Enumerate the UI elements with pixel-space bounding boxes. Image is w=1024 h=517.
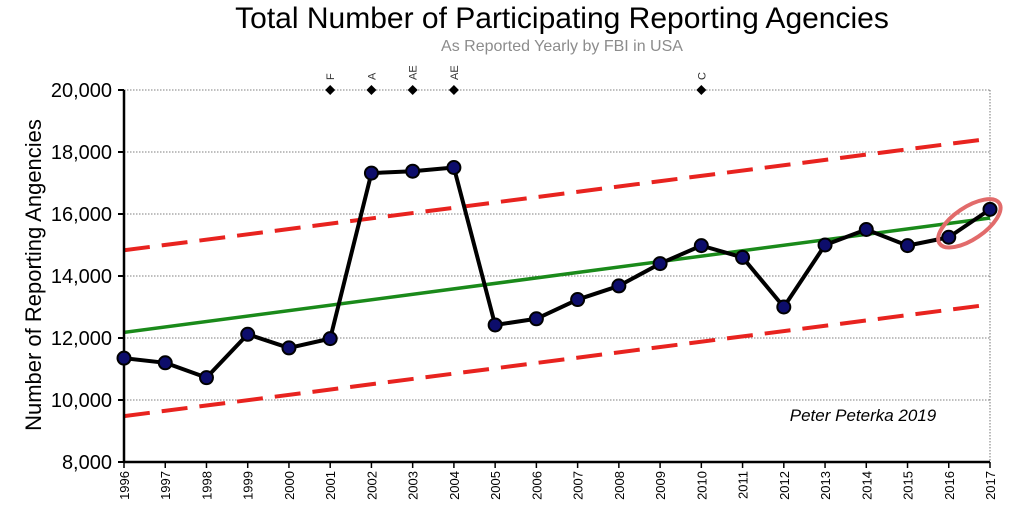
x-tick-label: 2007 bbox=[571, 471, 586, 500]
highlight-ellipse-group bbox=[936, 197, 1003, 250]
x-tick-label: 2014 bbox=[859, 471, 874, 500]
event-marker-label: A bbox=[366, 72, 378, 80]
y-tick-label: 18,000 bbox=[51, 142, 112, 164]
event-diamond-marker bbox=[366, 85, 377, 95]
x-tick-label: 2000 bbox=[282, 471, 297, 500]
data-point bbox=[363, 165, 379, 181]
axes bbox=[118, 89, 991, 468]
top-event-markers: F A AE AE C bbox=[325, 65, 708, 95]
data-point bbox=[405, 163, 421, 179]
data-point bbox=[693, 238, 709, 254]
data-point bbox=[941, 229, 957, 245]
event-diamond-marker bbox=[325, 85, 336, 95]
x-tick-label: 1996 bbox=[117, 471, 132, 500]
x-tick-label: 2008 bbox=[612, 471, 627, 500]
data-series bbox=[116, 160, 998, 386]
chart-subtitle: As Reported Yearly by FBI in USA bbox=[441, 38, 683, 55]
x-tick-label: 2009 bbox=[653, 471, 668, 500]
data-point bbox=[528, 311, 544, 327]
x-tick-label: 1999 bbox=[241, 471, 256, 500]
y-tick-labels: 8,000 10,000 12,000 14,000 16,000 18,000 20,00… bbox=[51, 80, 112, 474]
lower-bound-line bbox=[123, 302, 991, 419]
data-point bbox=[157, 355, 173, 371]
event-diamond-marker bbox=[448, 85, 459, 95]
data-point bbox=[322, 331, 338, 347]
y-tick-label: 10,000 bbox=[51, 390, 112, 412]
data-point bbox=[487, 317, 503, 333]
x-tick-label: 1997 bbox=[158, 471, 173, 500]
chart-title: Total Number of Participating Reporting … bbox=[235, 2, 889, 35]
x-tick-label: 2003 bbox=[406, 471, 421, 500]
x-tick-label: 2006 bbox=[529, 471, 544, 500]
data-point bbox=[900, 238, 916, 254]
x-tick-label: 2001 bbox=[323, 471, 338, 500]
event-diamond-marker bbox=[696, 85, 707, 95]
data-point bbox=[611, 278, 627, 294]
data-point bbox=[570, 292, 586, 308]
data-point bbox=[982, 201, 998, 217]
upper-bound-line bbox=[123, 136, 991, 253]
data-point bbox=[116, 350, 132, 366]
trend-bands bbox=[123, 136, 991, 419]
x-tick-label: 2002 bbox=[364, 471, 379, 500]
y-tick-label: 14,000 bbox=[51, 266, 112, 288]
data-point bbox=[281, 340, 297, 356]
author-annotation: Peter Peterka 2019 bbox=[790, 406, 937, 425]
x-tick-label: 2012 bbox=[777, 471, 792, 500]
event-diamond-marker bbox=[407, 85, 418, 95]
y-tick-label: 8,000 bbox=[62, 452, 112, 474]
event-marker-label: AE bbox=[449, 65, 461, 80]
data-point bbox=[817, 237, 833, 253]
data-point bbox=[446, 160, 462, 175]
x-tick-label: 1998 bbox=[199, 471, 214, 500]
series-line bbox=[123, 165, 992, 380]
x-tick-label: 2011 bbox=[736, 471, 751, 499]
data-point bbox=[735, 249, 751, 265]
data-point bbox=[776, 299, 792, 315]
x-tick-labels: 1996 1997 1998 1999 2000 2001 2002 2003 2004 2005… bbox=[117, 471, 998, 500]
y-tick-label: 16,000 bbox=[51, 204, 112, 226]
data-point bbox=[240, 326, 256, 342]
x-tick-label: 2010 bbox=[694, 471, 709, 500]
event-marker-label: F bbox=[325, 73, 337, 80]
data-point bbox=[198, 370, 214, 386]
event-marker-label: C bbox=[696, 72, 708, 80]
y-tick-label: 20,000 bbox=[51, 80, 112, 102]
x-tick-label: 2005 bbox=[488, 471, 503, 500]
x-tick-label: 2004 bbox=[447, 471, 462, 500]
x-tick-label: 2013 bbox=[818, 471, 833, 500]
highlight-ellipse bbox=[936, 197, 1003, 250]
data-point bbox=[652, 256, 668, 272]
x-tick-label: 2017 bbox=[983, 471, 998, 500]
x-tick-label: 2016 bbox=[942, 471, 957, 500]
data-point bbox=[858, 222, 874, 237]
y-tick-label: 12,000 bbox=[51, 328, 112, 350]
x-tick-label: 2015 bbox=[901, 471, 916, 500]
event-marker-label: AE bbox=[408, 65, 420, 80]
